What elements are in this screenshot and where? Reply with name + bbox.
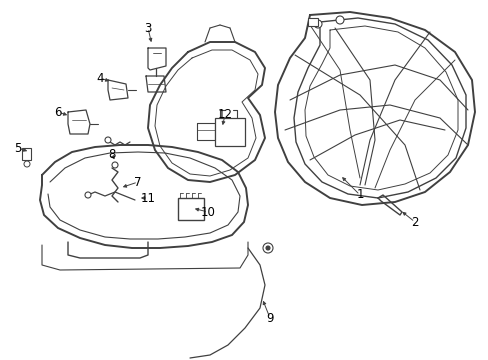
Text: 11: 11 [140, 192, 155, 204]
Text: 4: 4 [96, 72, 103, 85]
Bar [215, 118, 244, 146]
Text: 7: 7 [134, 175, 142, 189]
Bar [22, 148, 31, 160]
Bar [307, 18, 317, 26]
Circle shape [263, 243, 272, 253]
Text: 6: 6 [54, 105, 61, 118]
Bar [178, 198, 203, 220]
Text: 2: 2 [410, 216, 418, 229]
Circle shape [335, 16, 343, 24]
Text: 12: 12 [217, 108, 232, 122]
Circle shape [85, 192, 91, 198]
Circle shape [313, 20, 321, 28]
Text: 1: 1 [356, 189, 363, 202]
Circle shape [24, 161, 30, 167]
Circle shape [105, 137, 111, 143]
Text: 9: 9 [265, 311, 273, 324]
Text: 8: 8 [108, 148, 116, 162]
Text: 10: 10 [200, 206, 215, 219]
Circle shape [112, 162, 118, 168]
Text: 3: 3 [144, 22, 151, 35]
Text: 5: 5 [14, 141, 21, 154]
Circle shape [265, 246, 269, 250]
